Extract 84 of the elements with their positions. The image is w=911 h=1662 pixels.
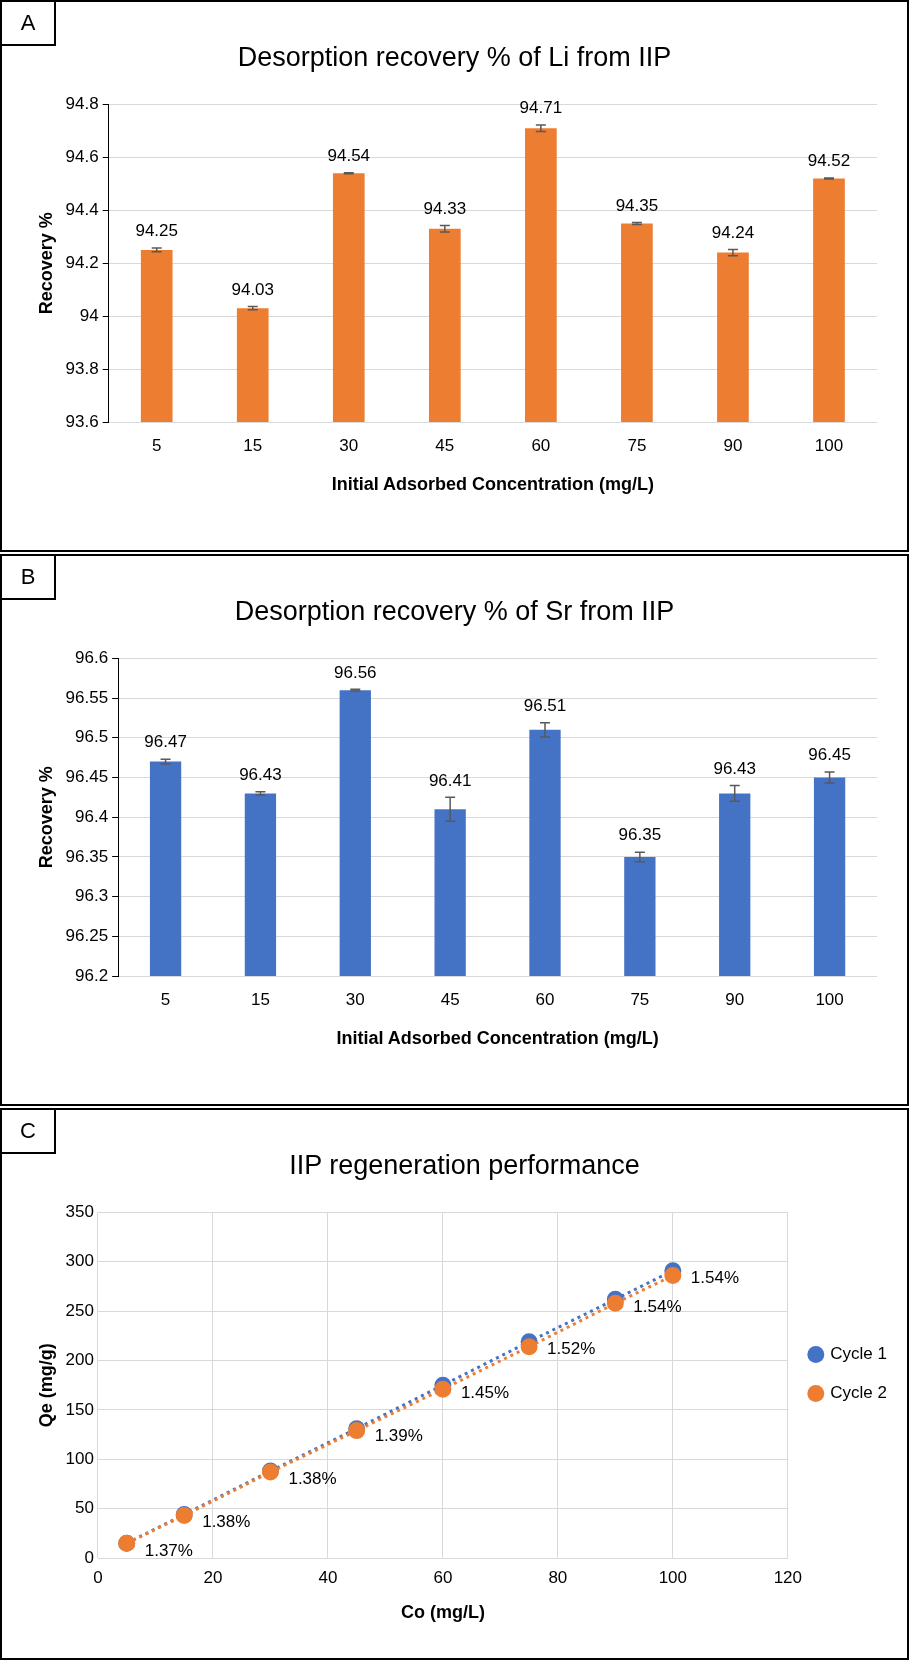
y-tick-label: 94.8 [65, 94, 99, 114]
chart-title: Desorption recovery % of Sr from IIP [234, 595, 675, 626]
annotation: 1.38% [288, 1468, 337, 1488]
y-tick-label: 96.2 [75, 965, 109, 985]
x-tick-label: 20 [203, 1567, 223, 1587]
data-label: 96.43 [239, 764, 282, 784]
annotation: 1.37% [144, 1540, 193, 1560]
y-axis-title: Qe (mg/g) [35, 1343, 56, 1428]
data-label: 94.54 [327, 145, 371, 165]
x-tick-label: 30 [339, 435, 359, 455]
x-tick-label: 100 [814, 435, 844, 455]
data-label: 96.45 [808, 745, 851, 765]
y-tick-label: 96.3 [75, 886, 109, 906]
data-label: 96.56 [334, 662, 377, 682]
x-tick-label: 80 [548, 1567, 568, 1587]
data-label: 94.25 [135, 221, 178, 241]
y-tick-label: 0 [84, 1547, 94, 1567]
data-label: 94.71 [519, 98, 563, 118]
y-tick-label: 150 [65, 1399, 94, 1419]
x-tick-label: 75 [630, 989, 650, 1009]
x-tick-label: 15 [243, 435, 263, 455]
annotation: 1.45% [460, 1382, 510, 1402]
data-label: 94.03 [231, 279, 275, 299]
x-tick-label: 100 [815, 989, 844, 1009]
x-tick-label: 5 [151, 435, 162, 455]
x-tick-label: 60 [535, 989, 555, 1009]
annotation: 1.54% [690, 1268, 740, 1288]
x-tick-label: 100 [658, 1567, 688, 1587]
y-tick-label: 96.5 [75, 727, 109, 747]
x-axis-title: Initial Adsorbed Concentration (mg/L) [336, 1028, 659, 1049]
data-label: 96.35 [618, 825, 662, 845]
chart-title: Desorption recovery % of Li from IIP [237, 41, 672, 72]
annotation: 1.54% [633, 1296, 682, 1316]
y-tick-label: 96.6 [75, 648, 109, 668]
y-tick-label: 96.35 [65, 846, 109, 866]
data-label: 96.43 [713, 758, 756, 778]
y-axis-title: Recovery % [35, 766, 56, 869]
x-tick-label: 90 [725, 989, 745, 1009]
data-label: 94.35 [615, 195, 659, 215]
y-tick-label: 300 [65, 1251, 94, 1271]
legend-label: Cycle 2 [830, 1383, 887, 1403]
x-tick-label: 60 [531, 435, 551, 455]
data-label: 96.47 [144, 732, 187, 752]
y-tick-label: 96.4 [75, 806, 109, 826]
legend-label: Cycle 1 [830, 1344, 887, 1364]
annotation: 1.38% [202, 1512, 251, 1532]
y-tick-label: 94 [79, 305, 99, 325]
data-label: 94.33 [423, 198, 467, 218]
y-tick-label: 100 [65, 1448, 94, 1468]
y-tick-label: 94.6 [65, 147, 99, 167]
x-tick-label: 45 [435, 435, 455, 455]
x-tick-label: 75 [627, 435, 647, 455]
annotation: 1.52% [547, 1339, 596, 1359]
y-tick-label: 96.45 [65, 767, 109, 787]
y-axis-title: Recovery % [35, 212, 56, 315]
x-axis-title: Initial Adsorbed Concentration (mg/L) [331, 474, 655, 495]
x-tick-label: 90 [723, 435, 743, 455]
data-label: 94.52 [807, 151, 851, 171]
y-tick-label: 96.55 [65, 687, 109, 707]
y-tick-label: 96.25 [65, 925, 109, 945]
x-tick-label: 15 [250, 989, 270, 1009]
x-tick-label: 60 [433, 1567, 453, 1587]
annotation: 1.39% [374, 1426, 423, 1446]
data-label: 96.41 [428, 770, 472, 790]
y-tick-label: 200 [65, 1350, 94, 1370]
x-axis-title: Co (mg/L) [400, 1602, 485, 1623]
y-tick-label: 94.2 [65, 252, 99, 272]
x-tick-label: 5 [160, 989, 171, 1009]
text: A [2, 2, 56, 46]
chart-title: IIP regeneration performance [289, 1149, 640, 1180]
x-tick-label: 45 [440, 989, 460, 1009]
data-label: 94.24 [711, 222, 755, 242]
data-label: 96.51 [523, 695, 567, 715]
y-tick-label: 250 [65, 1300, 94, 1320]
x-tick-label: 40 [318, 1567, 338, 1587]
y-tick-label: 50 [75, 1498, 94, 1518]
y-tick-label: 93.8 [65, 358, 99, 378]
y-tick-label: 350 [65, 1202, 94, 1222]
text: C [2, 1110, 56, 1154]
x-tick-label: 120 [773, 1567, 802, 1587]
x-tick-label: 30 [345, 989, 365, 1009]
text: B [2, 556, 56, 600]
y-tick-label: 94.4 [65, 199, 99, 219]
y-tick-label: 93.6 [65, 411, 99, 431]
